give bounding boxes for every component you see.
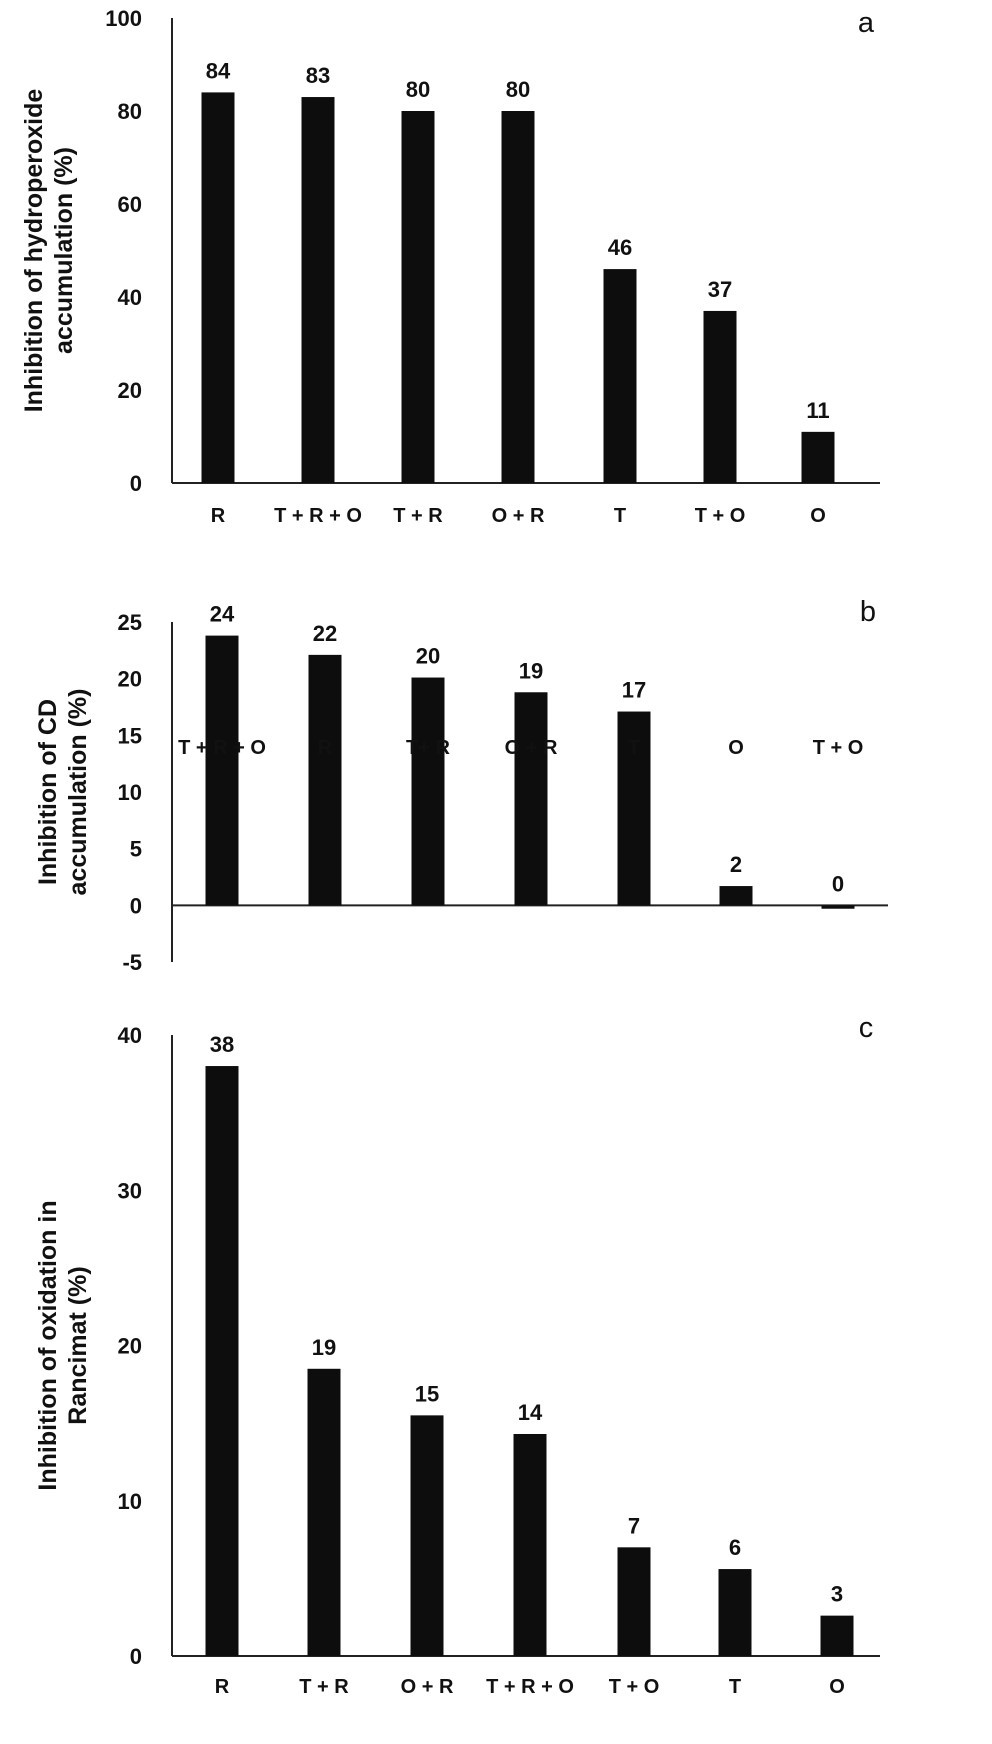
- data-label: 37: [708, 277, 732, 302]
- data-label: 20: [416, 644, 440, 669]
- data-label: 0: [832, 871, 844, 896]
- x-category-label: T: [729, 1676, 741, 1698]
- data-label: 84: [206, 58, 231, 83]
- data-label: 7: [628, 1513, 640, 1538]
- data-label: 11: [806, 398, 829, 423]
- y-axis-title: Inhibition of hydroperoxide: [20, 89, 48, 413]
- data-label: 2: [730, 852, 742, 877]
- panel-label: b: [860, 596, 876, 628]
- bar: [201, 92, 235, 484]
- y-axis-title: accumulation (%): [50, 147, 78, 354]
- data-label: 6: [729, 1535, 741, 1560]
- x-category-label: R: [318, 737, 333, 759]
- y-tick-label: 20: [118, 1334, 142, 1359]
- y-axis-title: Inhibition of oxidation in: [34, 1200, 62, 1490]
- x-category-label: T: [614, 505, 626, 527]
- data-label: 15: [415, 1381, 439, 1406]
- x-category-label: O: [810, 505, 826, 527]
- y-tick-label: 60: [118, 192, 142, 217]
- bar: [617, 711, 651, 906]
- y-axis-title: Rancimat (%): [64, 1266, 92, 1424]
- x-category-label: T + R: [393, 505, 443, 527]
- x-category-label: T + R: [299, 1676, 349, 1698]
- bar: [801, 431, 835, 483]
- x-category-label: O: [728, 737, 744, 759]
- y-tick-label: 15: [118, 723, 142, 748]
- x-category-label: R: [211, 505, 226, 527]
- panel-label: a: [858, 7, 875, 39]
- bar: [401, 111, 435, 483]
- x-category-label: T + O: [813, 737, 864, 759]
- data-label: 80: [406, 77, 430, 102]
- bar: [307, 1368, 341, 1656]
- data-label: 22: [313, 621, 337, 646]
- y-axis-title: accumulation (%): [64, 689, 92, 896]
- y-tick-label: 10: [118, 780, 142, 805]
- y-tick-label: 20: [118, 667, 142, 692]
- data-label: 38: [210, 1032, 234, 1057]
- y-tick-label: 0: [130, 471, 142, 496]
- bar: [410, 1415, 444, 1656]
- bar: [617, 1547, 651, 1656]
- data-label: 14: [518, 1400, 543, 1425]
- chart-panel-a: 0 20 40 60 80 100 84 R 83 T + R + O 80 T + R 80 O + R…: [20, 6, 880, 527]
- bar: [718, 1569, 752, 1656]
- bar: [820, 1615, 854, 1656]
- y-tick-label: 5: [130, 837, 142, 862]
- x-category-label: T + R + O: [274, 505, 362, 527]
- x-category-label: T + O: [695, 505, 746, 527]
- bar: [719, 886, 753, 906]
- x-category-label: T + R + O: [486, 1676, 574, 1698]
- x-category-label: T + R + O: [178, 737, 266, 759]
- y-axis-title: Inhibition of CD: [34, 699, 62, 885]
- y-tick-label: 25: [118, 610, 142, 635]
- bar: [308, 654, 342, 906]
- x-category-label: O + R: [401, 1676, 454, 1698]
- y-tick-label: 40: [118, 285, 142, 310]
- y-tick-label: -5: [122, 950, 142, 975]
- x-category-label: O + R: [492, 505, 545, 527]
- x-category-label: O + R: [505, 737, 558, 759]
- bar: [513, 1433, 547, 1656]
- x-category-label: T+ R: [406, 737, 450, 759]
- bar: [501, 111, 535, 483]
- data-label: 17: [622, 678, 646, 703]
- bar: [205, 635, 239, 906]
- x-category-label: R: [215, 1676, 230, 1698]
- data-label: 3: [831, 1582, 843, 1607]
- x-category-label: T + O: [609, 1676, 660, 1698]
- y-tick-label: 100: [105, 6, 142, 31]
- chart-panel-c: 0 10 20 30 40 38 R 19 T + R 15 O + R 14 T + R + O 7 T …: [34, 1012, 880, 1698]
- bar: [603, 269, 637, 483]
- y-tick-label: 80: [118, 99, 142, 124]
- data-label: 83: [306, 63, 330, 88]
- data-label: 80: [506, 77, 530, 102]
- panel-label: c: [859, 1012, 874, 1044]
- y-tick-label: 40: [118, 1023, 142, 1048]
- y-tick-label: 30: [118, 1178, 142, 1203]
- data-label: 19: [312, 1335, 336, 1360]
- y-tick-label: 0: [130, 893, 142, 918]
- bar: [821, 905, 855, 909]
- data-label: 19: [519, 658, 543, 683]
- bar: [411, 677, 445, 906]
- x-category-label: O: [829, 1676, 845, 1698]
- y-tick-label: 10: [118, 1489, 142, 1514]
- y-tick-label: 20: [118, 378, 142, 403]
- data-label: 24: [210, 602, 235, 627]
- y-tick-label: 0: [130, 1644, 142, 1669]
- bar: [514, 692, 548, 906]
- data-label: 46: [608, 235, 632, 260]
- bar: [301, 97, 335, 484]
- bar: [205, 1066, 239, 1656]
- bar: [703, 310, 737, 483]
- x-category-label: T: [628, 737, 640, 759]
